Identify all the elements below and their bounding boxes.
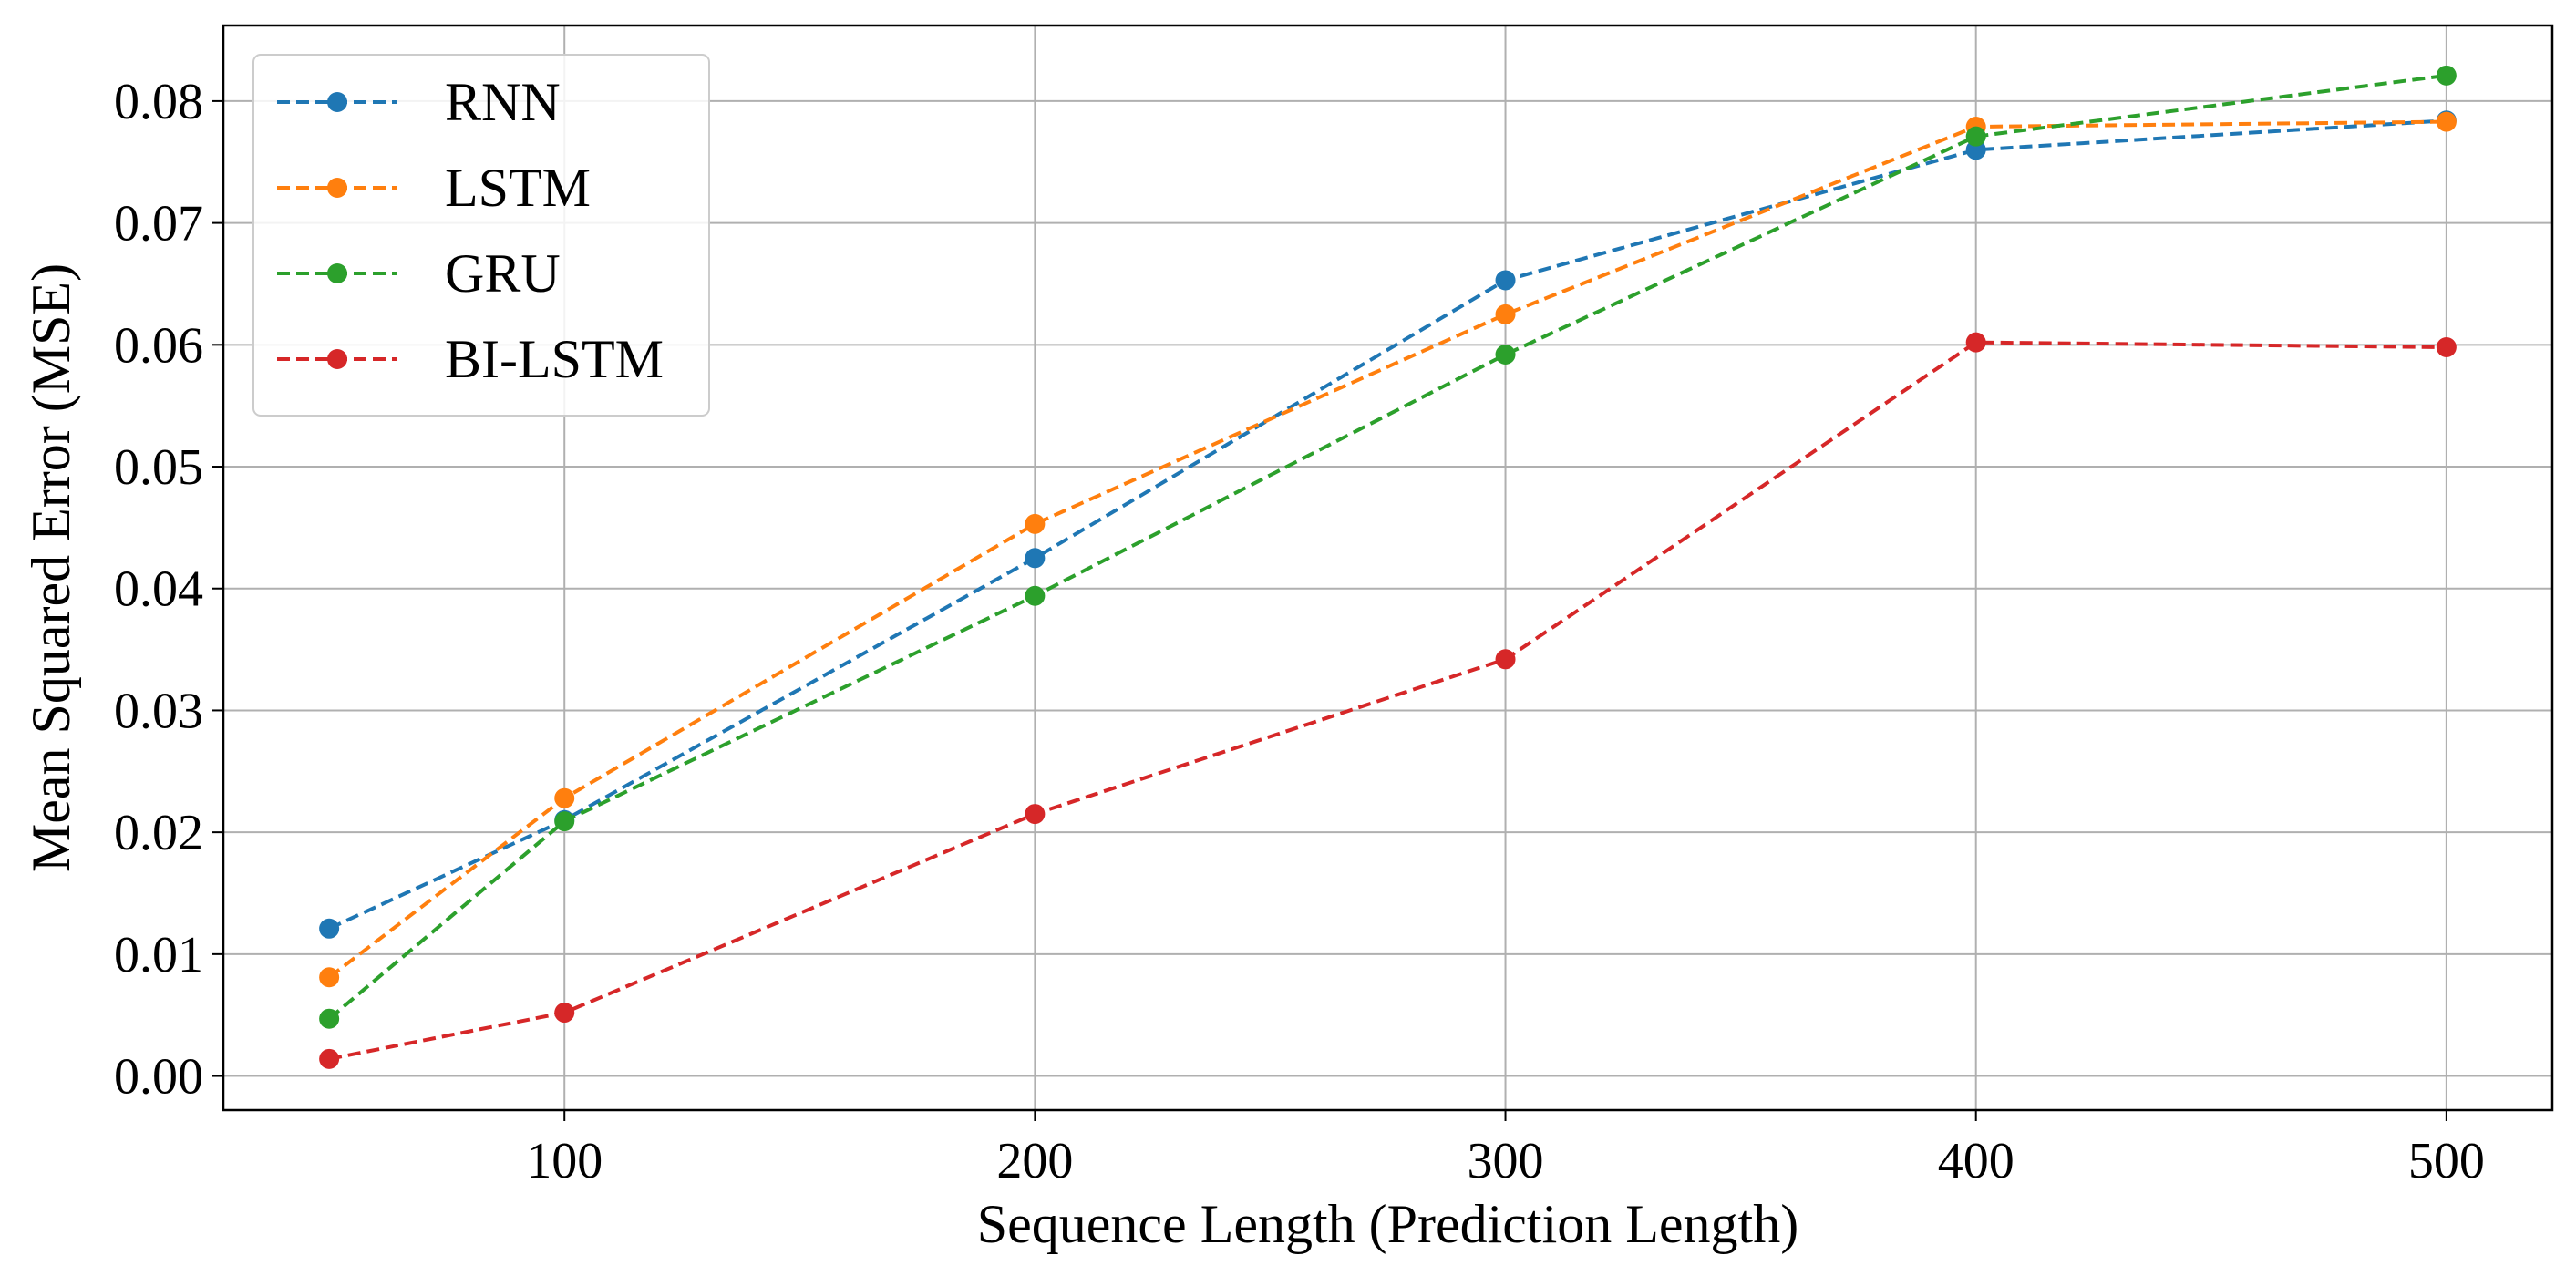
x-axis-ticks: 100 200 300 400 500 <box>526 1110 2485 1189</box>
y-axis-title: Mean Squared Error (MSE) <box>21 263 81 872</box>
data-point-rnn <box>1025 548 1046 569</box>
x-tick-label: 100 <box>526 1133 603 1189</box>
data-point-gru <box>1025 585 1046 606</box>
legend-swatch-marker <box>327 349 347 369</box>
y-tick-label: 0.07 <box>114 196 203 252</box>
series-line-rnn <box>328 118 2447 931</box>
data-point-lstm <box>1495 304 1516 324</box>
y-tick-label: 0.08 <box>114 74 203 130</box>
series-line-gru <box>327 73 2447 1021</box>
series-layer <box>319 65 2457 1069</box>
legend-label: BI-LSTM <box>445 329 664 389</box>
plot-frame <box>222 24 2554 1112</box>
data-point-bi-lstm <box>2436 336 2457 357</box>
legend-label: RNN <box>445 72 561 132</box>
series-bi-lstm <box>319 332 2457 1069</box>
data-point-gru <box>554 811 575 832</box>
legend: RNN LSTM GRU BI-LSTM <box>252 54 710 417</box>
data-point-lstm <box>319 967 340 988</box>
data-point-bi-lstm <box>1495 649 1516 670</box>
data-point-lstm <box>1025 513 1046 534</box>
series-gru <box>319 65 2457 1029</box>
legend-swatch-marker <box>327 178 347 198</box>
data-point-bi-lstm <box>319 1048 340 1069</box>
data-point-rnn <box>319 918 340 939</box>
y-tick-label: 0.03 <box>114 683 203 739</box>
y-axis-ticks: 0.00 0.01 0.02 0.03 0.04 0.05 0.06 0.07 0.08 <box>114 74 223 1106</box>
legend-label: LSTM <box>445 158 591 218</box>
y-tick-label: 0.02 <box>114 805 203 861</box>
legend-item-bi-lstm: BI-LSTM <box>277 329 664 389</box>
data-point-rnn <box>1495 270 1516 291</box>
data-point-lstm <box>554 787 575 808</box>
legend-swatch-marker <box>327 92 347 112</box>
legend-box <box>252 54 710 417</box>
data-point-gru <box>319 1008 340 1029</box>
x-tick-label: 200 <box>996 1133 1073 1189</box>
y-tick-label: 0.05 <box>114 439 203 496</box>
data-point-gru <box>1495 345 1516 365</box>
x-axis-title: Sequence Length (Prediction Length) <box>977 1194 1798 1254</box>
series-line-bi-lstm <box>328 340 2447 1061</box>
data-point-gru <box>2436 65 2457 86</box>
data-point-bi-lstm <box>554 1003 575 1024</box>
x-tick-label: 500 <box>2408 1133 2485 1189</box>
data-point-bi-lstm <box>1025 804 1046 825</box>
data-point-lstm <box>2436 111 2457 132</box>
legend-label: GRU <box>445 243 561 304</box>
data-point-bi-lstm <box>1965 332 1986 353</box>
legend-swatch-marker <box>327 263 347 283</box>
y-tick-label: 0.00 <box>114 1049 203 1106</box>
y-tick-label: 0.01 <box>114 927 203 983</box>
legend-item-gru: GRU <box>277 243 561 304</box>
data-point-gru <box>1965 126 1986 147</box>
legend-item-rnn: RNN <box>277 72 561 132</box>
x-tick-label: 300 <box>1468 1133 1544 1189</box>
x-tick-label: 400 <box>1938 1133 2014 1189</box>
y-tick-label: 0.04 <box>114 561 203 618</box>
legend-item-lstm: LSTM <box>277 158 591 218</box>
y-tick-label: 0.06 <box>114 317 203 374</box>
